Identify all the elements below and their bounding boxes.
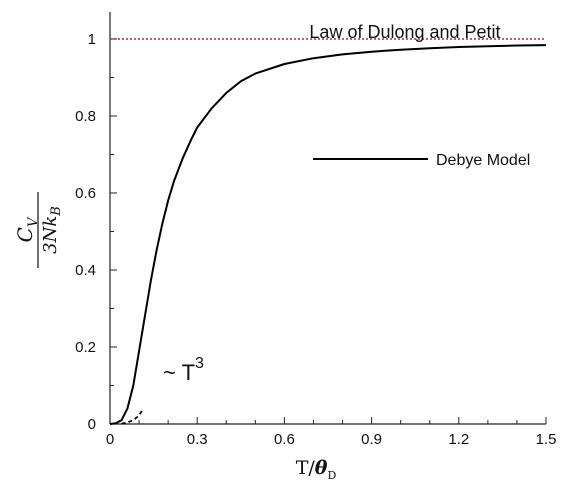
x-tick-label: 1.2 — [448, 431, 469, 448]
x-tick-label: 1.5 — [536, 431, 557, 448]
y-label-num-main: C — [13, 227, 37, 242]
y-axis-label: CV 3NkB — [13, 192, 64, 268]
x-label-sub: D — [327, 469, 336, 481]
x-label-symbol: θ — [315, 457, 328, 479]
x-tick-label: 0.9 — [361, 431, 382, 448]
t3-prefix: ~ T — [163, 360, 195, 385]
y-label-num-sub: V — [26, 216, 41, 227]
y-tick-label: 0.2 — [75, 339, 96, 356]
x-tick-label: 0.3 — [187, 431, 208, 448]
x-label-main: T/ — [296, 457, 316, 479]
x-axis-label: T/θD — [296, 457, 337, 481]
y-tick-label: 1 — [88, 31, 96, 48]
y-tick-label: 0.8 — [75, 108, 96, 125]
x-tick-label: 0.6 — [274, 431, 295, 448]
t3-approximation-curve — [121, 410, 143, 425]
y-tick-label: 0 — [88, 416, 96, 433]
t3-label: ~ T3 — [163, 355, 204, 385]
dulong-petit-label: Law of Dulong and Petit — [309, 22, 500, 42]
y-tick-label: 0.6 — [75, 185, 96, 202]
series — [109, 38, 547, 425]
x-tick-label: 0 — [106, 431, 114, 448]
y-label-denominator: 3NkB — [40, 206, 64, 254]
tick-marks: 0 0.2 0.4 0.6 0.8 1 0 0.3 0.6 0.9 1.2 1.5 — [75, 31, 556, 448]
legend: Debye Model — [313, 152, 530, 169]
t3-exponent: 3 — [195, 355, 204, 372]
y-label-numerator: CV — [13, 216, 41, 242]
axes — [109, 12, 546, 425]
y-tick-label: 0.4 — [75, 262, 96, 279]
legend-label-debye: Debye Model — [436, 152, 530, 169]
y-label-den-sub: B — [49, 206, 64, 217]
y-label-den-main: 3Nk — [40, 216, 61, 254]
debye-model-curve — [109, 44, 547, 425]
